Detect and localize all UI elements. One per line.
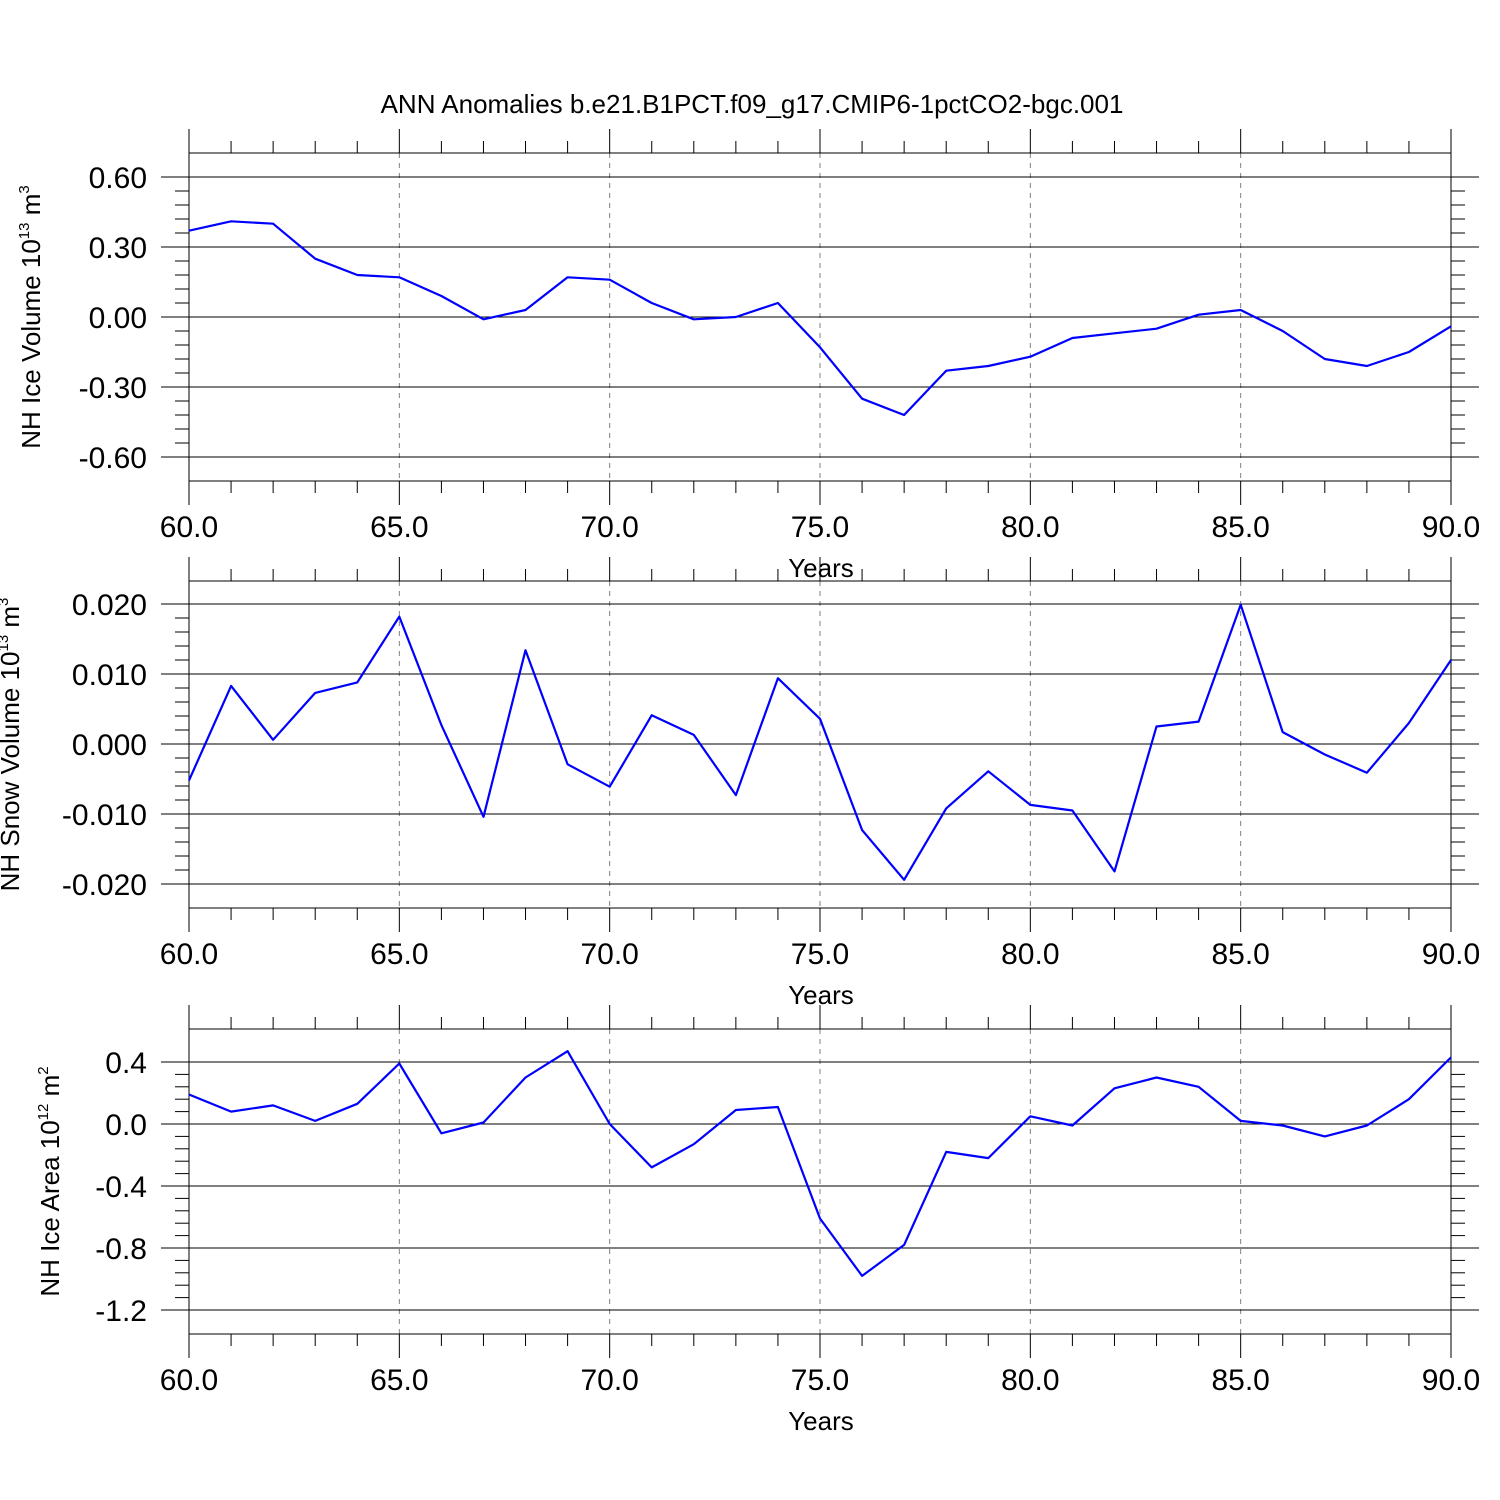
x-tick-label-ice-area: 75.0 — [791, 1364, 849, 1397]
x-tick-label-ice-volume: 85.0 — [1211, 511, 1269, 544]
y-tick-label-ice-area: 0.0 — [105, 1109, 147, 1142]
y-axis-title-unit-sup-snow-volume: 3 — [0, 598, 12, 606]
y-tick-label-ice-volume: -0.30 — [79, 372, 147, 405]
y-tick-label-ice-volume: 0.00 — [89, 302, 147, 335]
y-axis-title-unit-sup-ice-area: 2 — [35, 1066, 52, 1074]
y-axis-title-unit-ice-area: m — [35, 1075, 65, 1104]
y-axis-title-unit-sup-ice-volume: 3 — [16, 185, 33, 193]
y-tick-label-ice-volume: 0.30 — [89, 232, 147, 265]
y-axis-title-sup-ice-area: 12 — [35, 1104, 52, 1121]
series-line-snow-volume — [187, 603, 1452, 881]
x-tick-label-snow-volume: 85.0 — [1211, 938, 1269, 971]
y-tick-label-snow-volume: -0.010 — [62, 799, 147, 832]
y-tick-label-snow-volume: 0.000 — [72, 729, 147, 762]
panel-ice-volume: -0.60 -0.30 0.00 0.30 0.60 60.0 65.0 70.0 75.0 80… — [16, 129, 1480, 583]
y-axis-title-prefix-ice-area: NH Ice Area 10 — [35, 1120, 65, 1296]
series-line-ice-volume — [188, 220, 1452, 417]
y-axis-title-unit-snow-volume: m — [0, 606, 25, 635]
y-tick-label-ice-volume: -0.60 — [79, 442, 147, 475]
plot-frame-snow-volume — [188, 580, 1452, 909]
y-axis-title-prefix-snow-volume: NH Snow Volume 10 — [0, 652, 25, 892]
x-tick-label-ice-area: 65.0 — [370, 1364, 428, 1397]
y-tick-label-ice-area: -0.8 — [95, 1233, 147, 1266]
y-axis-title-sup-snow-volume: 13 — [0, 635, 12, 652]
figure-title: ANN Anomalies b.e21.B1PCT.f09_g17.CMIP6-… — [381, 89, 1124, 119]
panel-snow-volume: -0.020 -0.010 0.000 0.010 0.020 60.0 65.0 70.0 7… — [0, 557, 1480, 1010]
x-tick-label-ice-volume: 90.0 — [1422, 511, 1480, 544]
x-tick-label-ice-area: 80.0 — [1001, 1364, 1059, 1397]
y-axis-title-snow-volume: NH Snow Volume 1013 m3 — [0, 598, 25, 892]
x-axis-title-ice-volume: Years — [788, 553, 854, 583]
panel-ice-area: -1.2 -0.8 -0.4 0.0 0.4 60.0 65.0 70.0 75.0 80.0 85… — [35, 1005, 1480, 1436]
y-axis-title-prefix-ice-volume: NH Ice Volume 10 — [16, 239, 46, 449]
y-axis-title-sup-ice-volume: 13 — [16, 222, 33, 239]
y-tick-label-ice-area: 0.4 — [105, 1047, 147, 1080]
series-line-ice-area — [188, 1050, 1452, 1278]
x-tick-label-ice-volume: 80.0 — [1001, 511, 1059, 544]
x-tick-label-ice-area: 70.0 — [580, 1364, 638, 1397]
y-axis-title-ice-area: NH Ice Area 1012 m2 — [35, 1066, 65, 1296]
x-tick-label-ice-volume: 60.0 — [160, 511, 218, 544]
x-tick-label-ice-volume: 70.0 — [580, 511, 638, 544]
y-tick-label-ice-area: -0.4 — [95, 1171, 147, 1204]
x-tick-label-snow-volume: 60.0 — [160, 938, 218, 971]
y-tick-label-snow-volume: 0.010 — [72, 659, 147, 692]
x-tick-label-snow-volume: 65.0 — [370, 938, 428, 971]
y-tick-label-snow-volume: 0.020 — [72, 589, 147, 622]
x-tick-label-ice-volume: 75.0 — [791, 511, 849, 544]
x-tick-label-ice-area: 85.0 — [1211, 1364, 1269, 1397]
x-tick-label-snow-volume: 70.0 — [580, 938, 638, 971]
y-tick-label-snow-volume: -0.020 — [62, 869, 147, 902]
y-tick-label-ice-area: -1.2 — [95, 1295, 147, 1328]
x-tick-label-snow-volume: 80.0 — [1001, 938, 1059, 971]
y-axis-title-unit-ice-volume: m — [16, 194, 46, 223]
x-tick-label-ice-area: 90.0 — [1422, 1364, 1480, 1397]
y-axis-title-ice-volume: NH Ice Volume 1013 m3 — [16, 185, 46, 448]
x-axis-title-snow-volume: Years — [788, 980, 854, 1010]
x-tick-label-snow-volume: 90.0 — [1422, 938, 1480, 971]
x-tick-label-snow-volume: 75.0 — [791, 938, 849, 971]
plot-frame-ice-volume — [188, 152, 1452, 482]
x-tick-label-ice-volume: 65.0 — [370, 511, 428, 544]
x-axis-title-ice-area: Years — [788, 1406, 854, 1436]
x-tick-label-ice-area: 60.0 — [160, 1364, 218, 1397]
y-tick-label-ice-volume: 0.60 — [89, 162, 147, 195]
plot-frame-ice-area — [188, 1028, 1452, 1335]
